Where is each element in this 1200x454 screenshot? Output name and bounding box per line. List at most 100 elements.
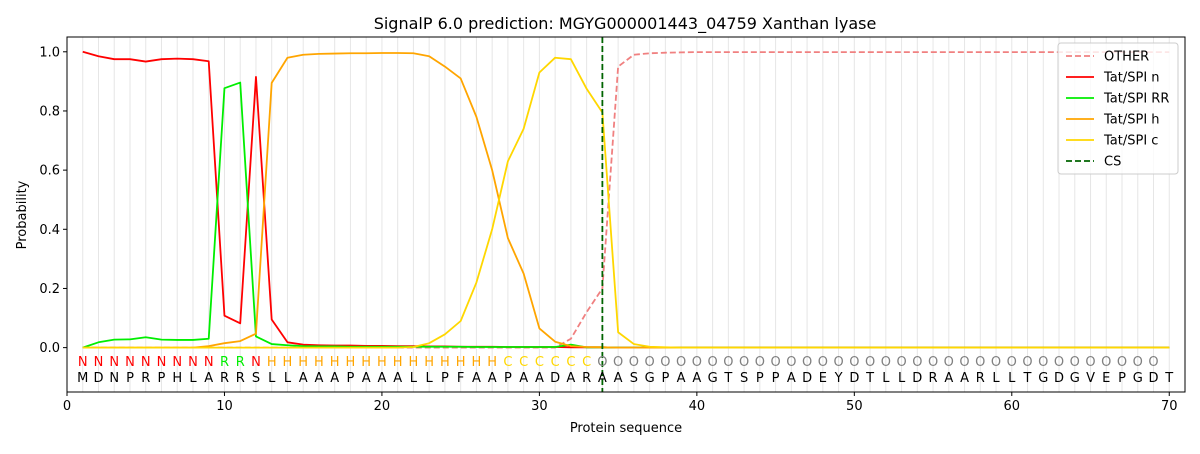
region-label: H (472, 355, 482, 370)
y-tick-label: 0.0 (39, 341, 60, 356)
residue-label: A (614, 371, 623, 386)
region-label: N (109, 355, 119, 370)
residue-label: P (347, 371, 355, 386)
region-label: O (786, 355, 796, 370)
series-line (82, 51, 1170, 349)
residue-label: D (912, 371, 922, 386)
residue-label: L (992, 371, 1000, 386)
region-label: O (1038, 355, 1048, 370)
chart-title: SignalP 6.0 prediction: MGYG000001443_04… (374, 14, 877, 34)
series-line (82, 56, 1170, 349)
residue-label: H (172, 371, 182, 386)
residue-label: A (362, 371, 371, 386)
region-label: O (1117, 355, 1127, 370)
residue-label: A (393, 371, 402, 386)
region-label: H (314, 355, 324, 370)
residue-label: N (109, 371, 119, 386)
residue-label: T (723, 371, 732, 386)
region-label: O (1070, 355, 1080, 370)
residue-label: R (220, 371, 229, 386)
residue-label: L (410, 371, 418, 386)
residue-label: A (377, 371, 386, 386)
residue-label: A (960, 371, 969, 386)
residue-label: D (802, 371, 812, 386)
x-tick-label: 30 (531, 399, 548, 414)
residue-label: D (849, 371, 859, 386)
region-label: N (94, 355, 104, 370)
legend-entry: Tat/SPI n (1103, 71, 1160, 86)
residue-label: D (550, 371, 560, 386)
legend-box (1057, 42, 1179, 175)
region-label: N (141, 355, 151, 370)
region-label: O (928, 355, 938, 370)
x-tick-label: 40 (689, 399, 706, 414)
region-label: O (723, 355, 733, 370)
region-label: O (991, 355, 1001, 370)
residue-label: S (740, 371, 748, 386)
y-tick-label: 0.6 (39, 164, 60, 179)
region-label: O (676, 355, 686, 370)
region-label: H (440, 355, 450, 370)
region-label: N (204, 355, 214, 370)
y-tick-label: 0.2 (39, 282, 60, 297)
residue-label: L (882, 371, 890, 386)
x-axis-label: Protein sequence (570, 421, 682, 436)
y-tick-label: 1.0 (39, 45, 60, 60)
residue-label: A (535, 371, 544, 386)
residue-label: D (1054, 371, 1064, 386)
residue-label: P (504, 371, 512, 386)
residue-label: V (1086, 371, 1095, 386)
region-label: H (361, 355, 371, 370)
residue-label: T (865, 371, 874, 386)
region-label: C (535, 355, 544, 370)
residue-label: E (819, 371, 827, 386)
region-label: H (298, 355, 308, 370)
residue-label: T (1164, 371, 1173, 386)
region-label: C (519, 355, 528, 370)
region-label: H (283, 355, 293, 370)
residue-label: R (976, 371, 985, 386)
region-label: H (330, 355, 340, 370)
residue-label: P (158, 371, 166, 386)
legend: OTHER Tat/SPI n Tat/SPI RR Tat/SPI h Tat/SPI… (1057, 42, 1179, 175)
residue-label: G (708, 371, 718, 386)
residue-label: G (1133, 371, 1143, 386)
residue-label: S (252, 371, 260, 386)
region-label: O (613, 355, 623, 370)
region-label: O (975, 355, 985, 370)
residue-label: D (93, 371, 103, 386)
residue-label: R (929, 371, 938, 386)
region-label: O (802, 355, 812, 370)
region-label: H (267, 355, 277, 370)
residue-label: A (692, 371, 701, 386)
residue-label: M (77, 371, 88, 386)
residue-label: G (1038, 371, 1048, 386)
region-label: H (424, 355, 434, 370)
region-label: O (1085, 355, 1095, 370)
region-label: O (707, 355, 717, 370)
residue-label: P (441, 371, 449, 386)
region-label: N (157, 355, 167, 370)
region-label: O (1022, 355, 1032, 370)
region-label: O (629, 355, 639, 370)
region-label: O (896, 355, 906, 370)
region-label: O (1054, 355, 1064, 370)
region-label: O (645, 355, 655, 370)
region-label: N (125, 355, 135, 370)
region-label: N (188, 355, 198, 370)
region-label: H (346, 355, 356, 370)
series-line (82, 81, 1170, 349)
region-label: O (959, 355, 969, 370)
residue-label: P (661, 371, 669, 386)
residue-label: P (126, 371, 134, 386)
region-label: O (1133, 355, 1143, 370)
region-label: O (833, 355, 843, 370)
residue-label: Y (834, 371, 843, 386)
region-label: O (692, 355, 702, 370)
region-label: N (78, 355, 88, 370)
legend-entry: CS (1104, 155, 1121, 170)
residue-label: A (299, 371, 308, 386)
residue-label: D (1148, 371, 1158, 386)
